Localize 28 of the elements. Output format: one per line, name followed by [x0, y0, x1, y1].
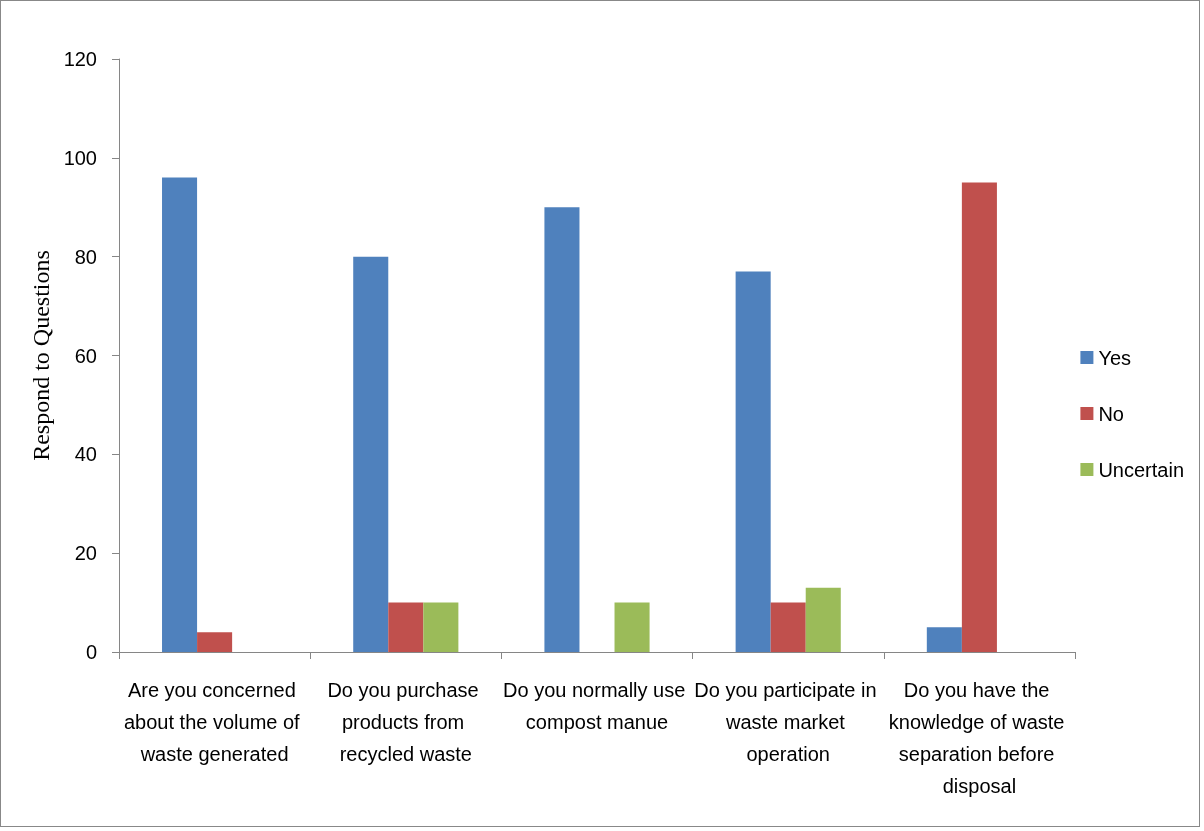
- y-tick-label: 60: [74, 344, 97, 367]
- y-tick-label: 100: [63, 146, 97, 169]
- y-tick-label: 80: [74, 245, 97, 268]
- bar: [388, 602, 424, 652]
- x-tick-label: Do you purchase products from recycled waste: [327, 679, 485, 765]
- legend-label: Uncertain: [1098, 458, 1185, 481]
- bar: [770, 602, 806, 652]
- bar: [423, 602, 459, 652]
- bar: [544, 207, 580, 652]
- bar: [735, 271, 771, 652]
- x-tick-label: Do you normally use compost manue: [503, 679, 691, 733]
- y-tick-label: 20: [74, 542, 97, 565]
- y-tick-label: 40: [74, 443, 97, 466]
- bar: [353, 256, 389, 652]
- bar: [926, 627, 962, 652]
- bar: [197, 632, 233, 652]
- y-tick-label: 120: [63, 48, 97, 70]
- y-axis-title: Respond to Questions: [27, 250, 54, 461]
- x-tick-label: Do you have the knowledge of waste separation before disposal: [888, 679, 1071, 797]
- legend-label: Yes: [1098, 346, 1132, 369]
- bar: [961, 182, 997, 652]
- legend-label: No: [1098, 402, 1124, 425]
- x-tick-label: Are you concerned about the volume of waste generated: [123, 679, 306, 765]
- bar: [162, 177, 198, 652]
- bar: [614, 602, 650, 652]
- bar: [805, 587, 841, 652]
- x-tick-label: Do you participate in waste market operation: [694, 679, 883, 765]
- y-tick-label: 0: [85, 641, 97, 663]
